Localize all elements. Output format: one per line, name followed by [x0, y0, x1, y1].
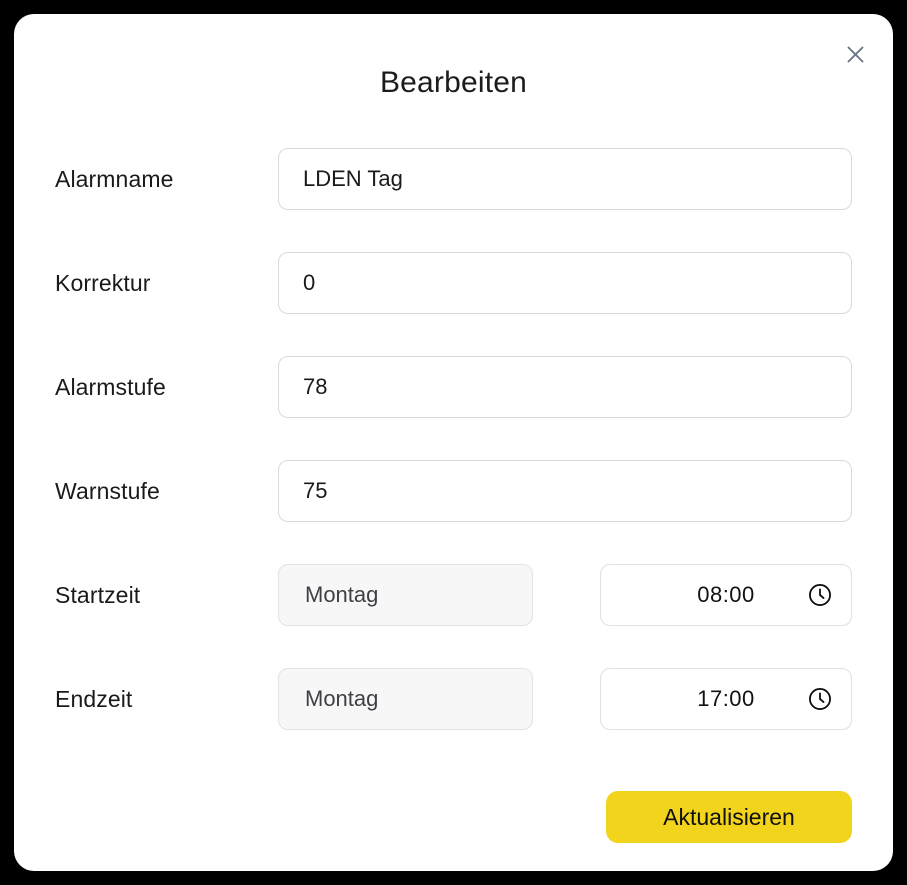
form-row-warnstufe: Warnstufe — [55, 460, 852, 522]
edit-alarm-form: Alarmname Korrektur Alarmstufe Warnstufe… — [14, 148, 893, 730]
form-row-alarmstufe: Alarmstufe — [55, 356, 852, 418]
alarmstufe-label: Alarmstufe — [55, 373, 166, 400]
edit-alarm-modal: Bearbeiten Alarmname Korrektur Alarmstuf… — [14, 14, 893, 871]
korrektur-input[interactable] — [278, 252, 852, 314]
clock-icon[interactable] — [807, 686, 833, 712]
endzeit-time-field[interactable]: 17:00 — [600, 668, 852, 730]
startzeit-label: Startzeit — [55, 581, 141, 608]
endzeit-time-value: 17:00 — [697, 686, 755, 711]
alarmstufe-input[interactable] — [278, 356, 852, 418]
alarmname-label: Alarmname — [55, 165, 174, 192]
form-row-korrektur: Korrektur — [55, 252, 852, 314]
clock-icon[interactable] — [807, 582, 833, 608]
warnstufe-label: Warnstufe — [55, 477, 160, 504]
form-row-startzeit: Startzeit 08:00 — [55, 564, 852, 626]
modal-actions: Aktualisieren — [606, 791, 852, 843]
korrektur-label: Korrektur — [55, 269, 151, 296]
alarmname-input[interactable] — [278, 148, 852, 210]
startzeit-time-value: 08:00 — [697, 582, 755, 607]
close-icon — [847, 46, 863, 62]
startzeit-day-field — [278, 564, 533, 626]
endzeit-label: Endzeit — [55, 685, 133, 712]
form-row-alarmname: Alarmname — [55, 148, 852, 210]
form-row-endzeit: Endzeit 17:00 — [55, 668, 852, 730]
endzeit-day-field — [278, 668, 533, 730]
startzeit-time-field[interactable]: 08:00 — [600, 564, 852, 626]
modal-title: Bearbeiten — [379, 66, 528, 99]
warnstufe-input[interactable] — [278, 460, 852, 522]
close-button[interactable] — [841, 40, 869, 68]
update-button[interactable]: Aktualisieren — [606, 791, 852, 843]
